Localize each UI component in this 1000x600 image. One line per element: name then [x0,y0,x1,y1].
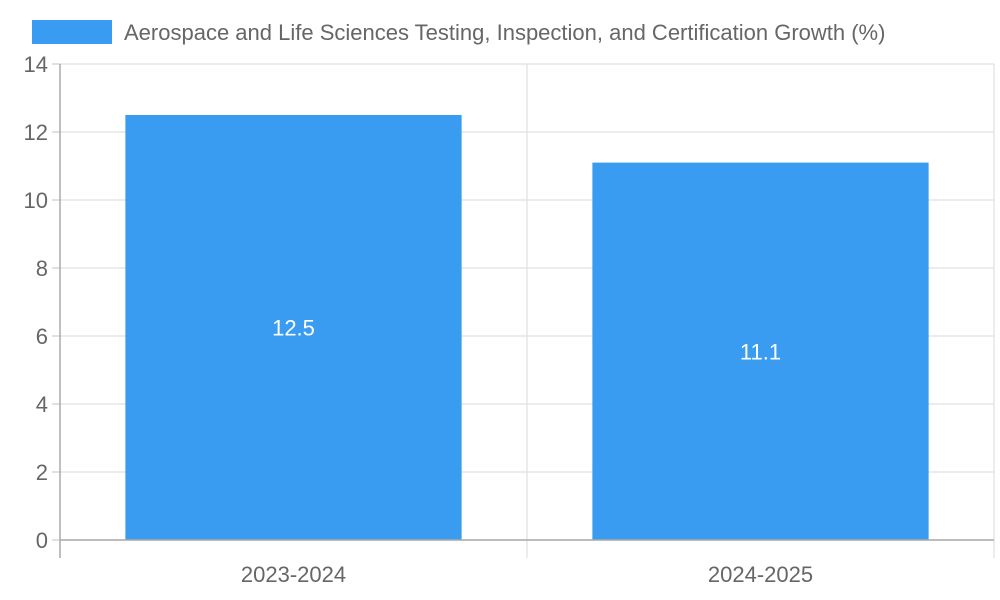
x-axis-ticks: 2023-2024 2024-2025 [241,562,813,587]
y-tick-label: 8 [36,256,48,281]
bar-2023-2024[interactable] [125,115,462,540]
y-tick-label: 2 [36,460,48,485]
axes [59,64,994,558]
legend[interactable]: Aerospace and Life Sciences Testing, Ins… [32,20,885,45]
legend-swatch [32,20,112,44]
x-tick-label: 2023-2024 [241,562,346,587]
y-tick-label: 12 [24,120,48,145]
bar-value-labels: 12.5 11.1 [272,316,781,365]
legend-label: Aerospace and Life Sciences Testing, Ins… [124,20,885,45]
y-tick-label: 4 [36,392,48,417]
y-tick-label: 6 [36,324,48,349]
bar-2024-2025[interactable] [592,162,929,540]
y-axis-ticks: 0 2 4 6 8 10 12 14 [24,52,48,553]
bar-value-label: 11.1 [740,339,781,364]
bar-value-label: 12.5 [272,316,315,341]
y-tick-label: 14 [24,52,48,77]
x-tick-label: 2024-2025 [708,562,813,587]
bars [125,115,929,540]
y-tick-label: 10 [24,188,48,213]
y-tick-label: 0 [36,528,48,553]
